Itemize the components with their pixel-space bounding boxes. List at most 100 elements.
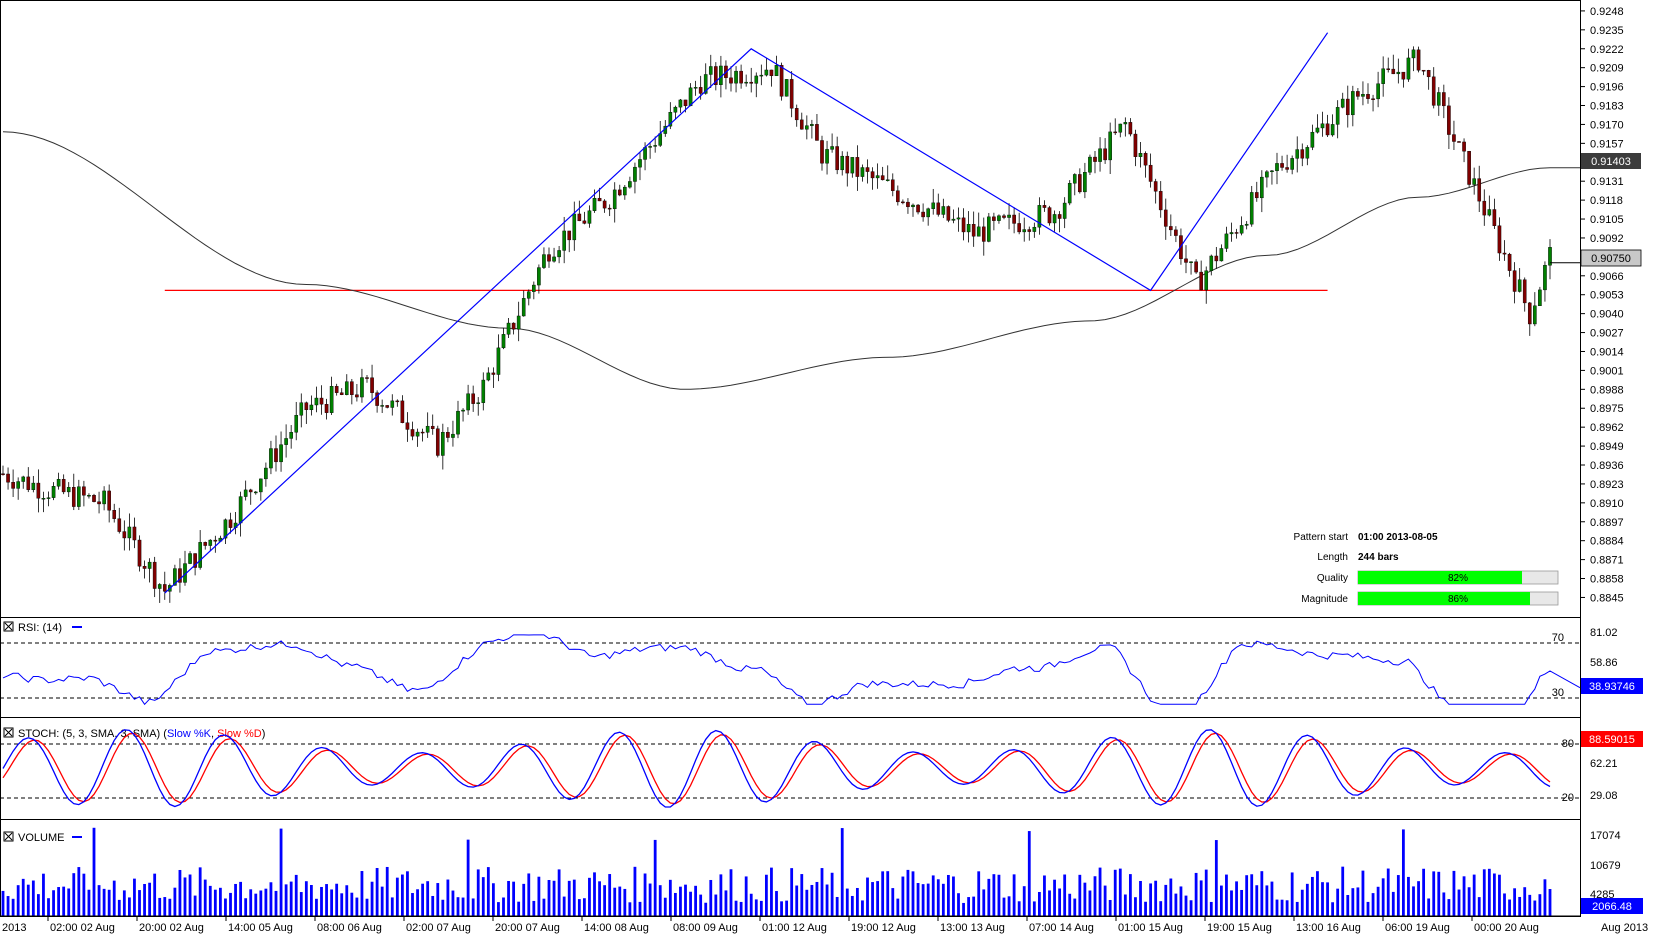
volume-bar <box>279 828 283 916</box>
volume-bar <box>97 885 101 916</box>
candle-body <box>794 108 799 121</box>
candle-body <box>1229 232 1234 235</box>
candle-body <box>1067 183 1072 204</box>
candle-body <box>1366 94 1370 99</box>
volume-bar <box>699 894 703 916</box>
candle-body <box>784 79 789 97</box>
candle-body <box>1421 69 1426 72</box>
price-tick-label: 0.8988 <box>1590 384 1624 396</box>
candle-body <box>1497 225 1502 254</box>
candle-body <box>122 531 127 539</box>
volume-bar <box>1295 901 1299 916</box>
volume-bar <box>941 883 945 916</box>
stoch-value-label: 88.59015 <box>1589 734 1635 746</box>
candle-body <box>127 526 132 539</box>
volume-bar <box>891 888 895 916</box>
candle-body <box>112 510 117 519</box>
candle-body <box>16 481 20 489</box>
candle-body <box>612 189 617 210</box>
volume-bar <box>1305 883 1309 916</box>
rsi-line <box>2 634 1581 706</box>
candle-body <box>623 186 627 196</box>
volume-bar <box>1376 886 1380 916</box>
volume-bar <box>825 884 829 916</box>
volume-bar <box>931 875 935 916</box>
candle-body <box>21 476 26 482</box>
volume-bar <box>790 868 794 916</box>
candle-body <box>1214 255 1219 262</box>
candle-body <box>339 392 344 395</box>
volume-bar <box>1022 886 1026 916</box>
volume-bar <box>117 899 121 916</box>
candle-body <box>390 400 395 408</box>
volume-bar <box>1027 831 1031 916</box>
volume-bar <box>315 898 318 916</box>
candle-body <box>350 381 354 395</box>
volume-bar <box>820 868 824 916</box>
volume-bar <box>138 890 141 916</box>
volume-bar <box>1300 889 1304 916</box>
candle-body <box>1204 270 1209 291</box>
price-tick-label: 0.8910 <box>1590 498 1624 510</box>
candle-body <box>1047 207 1052 224</box>
volume-bar <box>724 890 728 916</box>
candle-body <box>547 254 551 262</box>
candle-body <box>6 473 10 483</box>
pattern-quality-value: 82% <box>1448 573 1468 584</box>
volume-bar <box>148 882 152 916</box>
volume-bar <box>466 839 470 916</box>
volume-bar <box>1255 885 1259 916</box>
candle-body <box>1462 141 1466 152</box>
volume-bar <box>62 886 66 916</box>
candle-body <box>961 217 966 233</box>
price-tick-label: 0.8871 <box>1590 555 1624 567</box>
rsi-header: RSI: (14) <box>3 621 82 634</box>
volume-value-label: 2066.48 <box>1592 901 1632 913</box>
candle-body <box>344 381 349 395</box>
volume-bar <box>1134 897 1137 916</box>
candle-body <box>26 476 31 490</box>
candle-body <box>1472 178 1476 185</box>
candle-body <box>855 157 860 177</box>
volume-bar <box>1407 876 1410 916</box>
volume-bar <box>537 876 541 916</box>
candle-body <box>51 486 56 498</box>
candle-body <box>451 433 455 438</box>
time-label-month: Aug 2013 <box>1601 922 1648 934</box>
candle-body <box>46 497 51 499</box>
volume-bar <box>679 886 682 916</box>
candle-body <box>835 146 839 171</box>
candle-body <box>799 119 804 130</box>
volume-bar <box>1427 898 1431 916</box>
volume-bar <box>16 885 20 916</box>
volume-bar <box>1462 876 1466 916</box>
volume-bar <box>871 882 874 916</box>
ma-value-label: 0.91403 <box>1591 156 1631 168</box>
volume-bar <box>1144 901 1147 916</box>
volume-bar <box>274 890 278 916</box>
candle-body <box>223 519 228 539</box>
candle-body <box>1153 181 1158 192</box>
price-tick-label: 0.8884 <box>1590 536 1624 548</box>
volume-bar <box>264 888 268 916</box>
volume-bar <box>451 890 455 916</box>
candle-body <box>471 393 475 404</box>
volume-bar <box>1103 885 1107 916</box>
price-tick-label: 0.9248 <box>1590 6 1624 18</box>
candle-body <box>1452 134 1456 142</box>
volume-bar <box>795 885 799 916</box>
candle-body <box>820 140 824 164</box>
volume-bar <box>668 879 672 916</box>
candle-body <box>1431 76 1436 106</box>
candle-body <box>1093 156 1097 162</box>
volume-bar <box>497 902 500 916</box>
volume-bar <box>1401 829 1405 916</box>
candle-body <box>764 69 769 76</box>
volume-bar <box>800 874 804 916</box>
volume-bar <box>1139 880 1142 916</box>
candle-body <box>294 415 299 433</box>
candle-body <box>259 478 263 493</box>
candle-body <box>673 106 678 113</box>
ma-curve <box>2 131 1580 390</box>
candle-body <box>926 208 930 218</box>
